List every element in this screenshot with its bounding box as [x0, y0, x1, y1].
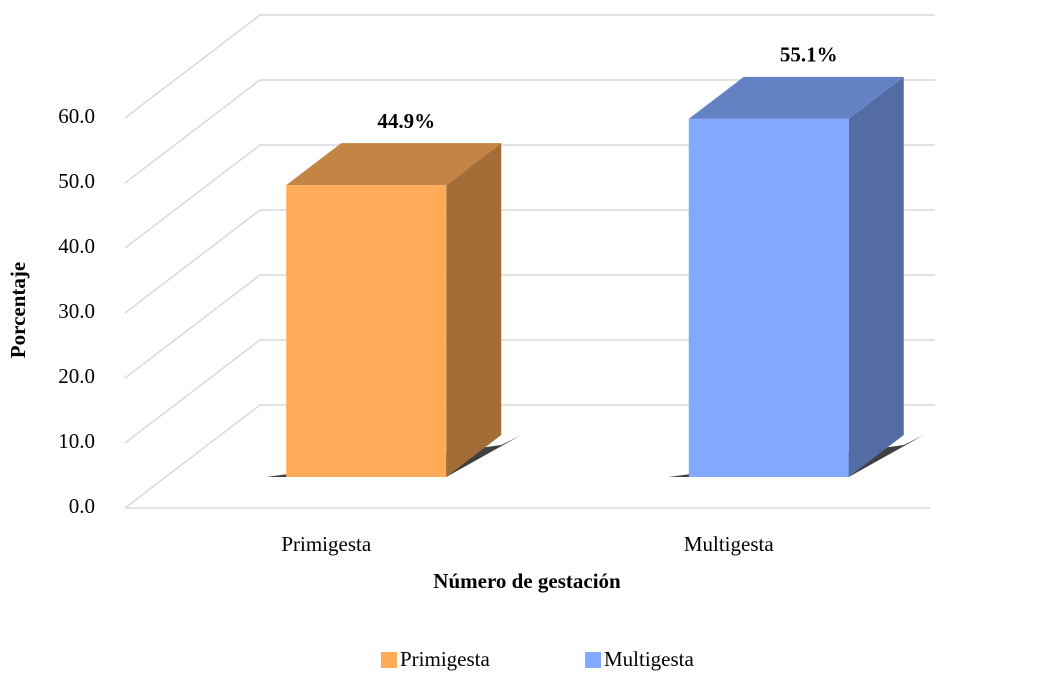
bar-side: [848, 76, 904, 477]
grid-line: [124, 144, 261, 249]
grid-line: [124, 79, 261, 184]
grid-line: [124, 404, 261, 509]
legend-swatch: [381, 652, 397, 668]
grid-line: [124, 274, 261, 379]
grid-line: [124, 209, 261, 314]
legend-swatch: [585, 652, 601, 668]
legend-label: Multigesta: [604, 647, 695, 671]
bar-side: [446, 143, 502, 477]
y-tick-label: 50.0: [58, 169, 95, 193]
y-tick-label: 20.0: [58, 364, 95, 388]
data-label: 55.1%: [780, 43, 838, 67]
grid-line: [124, 14, 261, 119]
legend-label: Primigesta: [400, 647, 491, 671]
x-tick-label: Primigesta: [281, 532, 372, 556]
grid-line: [124, 339, 261, 444]
x-tick-label: Multigesta: [684, 532, 775, 556]
y-axis-title: Porcentaje: [6, 262, 30, 358]
bar-top: [286, 143, 502, 186]
bar-top: [688, 76, 904, 119]
y-tick-label: 40.0: [58, 234, 95, 258]
data-label: 44.9%: [377, 109, 435, 133]
y-tick-label: 10.0: [58, 429, 95, 453]
y-tick-label: 60.0: [58, 104, 95, 128]
y-tick-label: 0.0: [69, 494, 95, 518]
x-axis-title: Número de gestación: [433, 569, 621, 593]
bar: [286, 185, 447, 477]
bar: [688, 118, 849, 477]
y-tick-label: 30.0: [58, 299, 95, 323]
